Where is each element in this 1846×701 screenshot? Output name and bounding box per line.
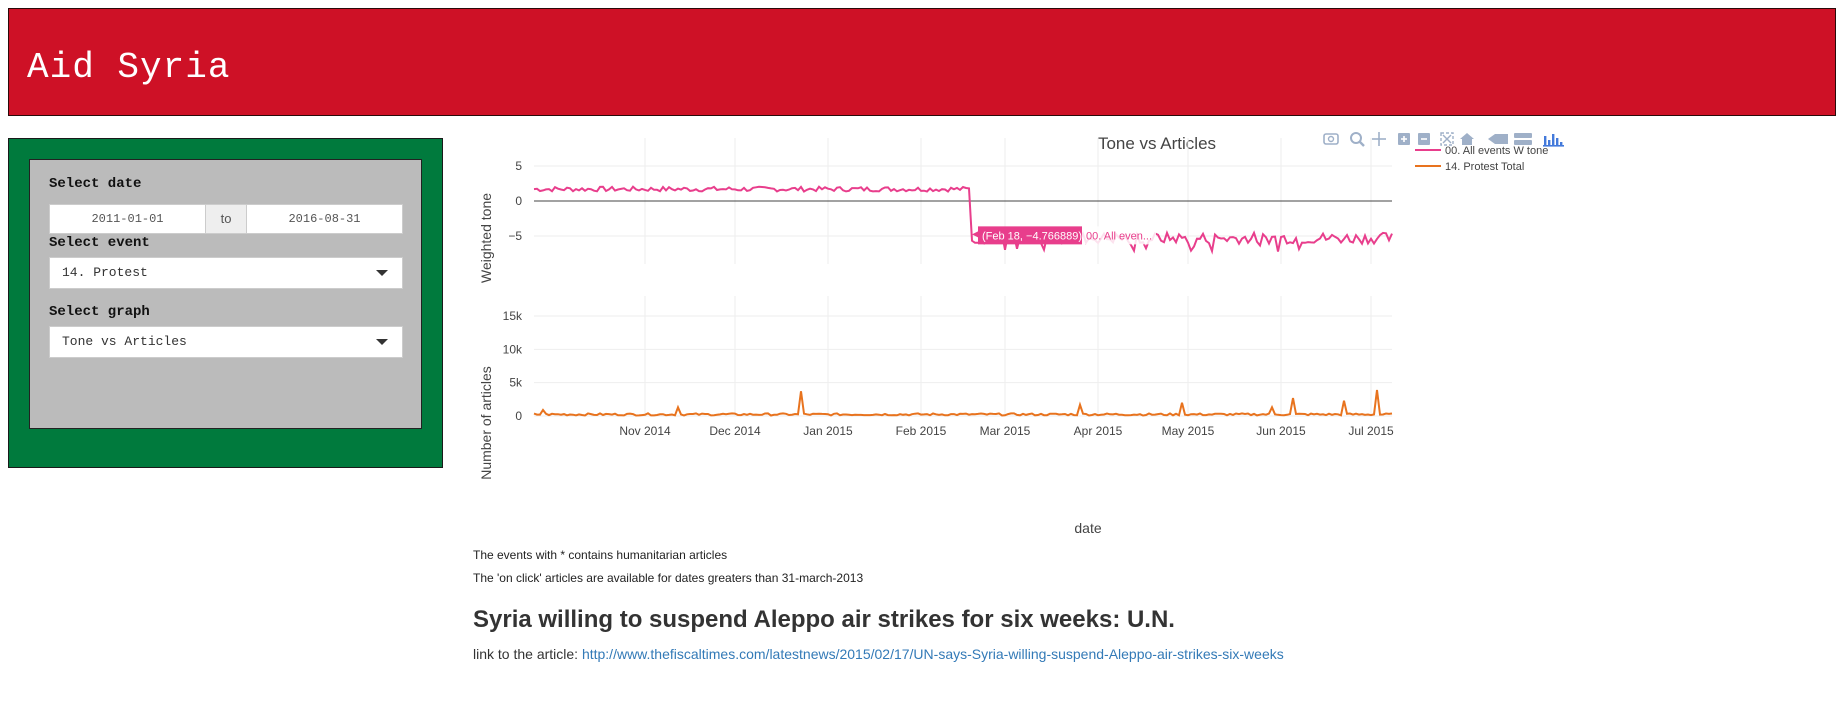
date-range-separator: to	[206, 204, 246, 234]
legend-entry[interactable]: 14. Protest Total	[1445, 161, 1524, 173]
date-from-input[interactable]: 2011-01-01	[49, 204, 206, 234]
tone-vs-articles-chart: Tone vs Articles Nov 2014 Dec 2014 Jan 201…	[478, 132, 1564, 536]
x-tick-label: Apr 2015	[1074, 424, 1123, 438]
x-tick-label: Jul 2015	[1348, 424, 1394, 438]
graph-select[interactable]: Tone vs Articles	[49, 326, 403, 358]
pan-icon[interactable]	[1372, 132, 1386, 146]
modebar	[1323, 132, 1564, 147]
y-tick-label: 0	[515, 194, 522, 208]
app-header: Aid Syria	[8, 8, 1836, 116]
y-axis-label-tone: Weighted tone	[478, 193, 494, 283]
event-label: Select event	[49, 235, 150, 251]
y-axis-label-articles: Number of articles	[478, 366, 494, 480]
chart-title: Tone vs Articles	[1098, 134, 1216, 153]
note-humanitarian: The events with * contains humanitarian …	[473, 548, 728, 562]
x-tick-label: Jun 2015	[1256, 424, 1306, 438]
hover-name-box	[1082, 226, 1156, 245]
app-title: Aid Syria	[27, 47, 231, 88]
date-to-input[interactable]: 2016-08-31	[246, 204, 403, 234]
y-tick-label: 10k	[503, 342, 523, 356]
y-tick-label: −5	[508, 229, 522, 243]
x-tick-label: Dec 2014	[709, 424, 761, 438]
x-tick-label: Nov 2014	[619, 424, 671, 438]
series-line-all-events-tone[interactable]	[533, 185, 1393, 255]
y-tick-label: 15k	[503, 309, 523, 323]
legend-entry[interactable]: 00. All events W tone	[1445, 145, 1548, 157]
y-tick-label: 5	[515, 159, 522, 173]
event-select[interactable]: 14. Protest	[49, 257, 403, 289]
date-range-picker: 2011-01-01 to 2016-08-31	[49, 204, 403, 234]
series-line-protest-total[interactable]	[533, 389, 1393, 417]
hover-value: (Feb 18, −4.766889)	[982, 230, 1082, 242]
legend: 00. All events W tone 14. Protest Total	[1415, 145, 1548, 173]
article-link-line: link to the article: http://www.thefisca…	[473, 646, 1284, 662]
sidebar: Select date 2011-01-01 to 2016-08-31 Sel…	[8, 138, 443, 468]
reset-axes-icon[interactable]	[1460, 133, 1474, 145]
graph-select-value: Tone vs Articles	[62, 334, 187, 349]
hover-pointer	[972, 231, 978, 238]
article-headline: Syria willing to suspend Aleppo air stri…	[473, 606, 1175, 633]
article-link-prefix: link to the article:	[473, 646, 582, 662]
controls-panel: Select date 2011-01-01 to 2016-08-31 Sel…	[29, 159, 422, 429]
date-label: Select date	[49, 176, 142, 192]
autoscale-icon[interactable]	[1440, 132, 1454, 146]
hover-box	[978, 226, 1082, 245]
note-on-click: The 'on click' articles are available fo…	[473, 571, 864, 585]
hover-series-name: 00. All even...	[1086, 230, 1152, 242]
x-tick-label: May 2015	[1162, 424, 1215, 438]
event-select-value: 14. Protest	[62, 265, 148, 280]
y-tick-label: 5k	[509, 376, 523, 390]
zoom-out-icon[interactable]	[1418, 133, 1430, 145]
graph-label: Select graph	[49, 304, 150, 320]
zoom-in-icon[interactable]	[1398, 133, 1410, 145]
article-link[interactable]: http://www.thefiscaltimes.com/latestnews…	[581, 646, 1284, 662]
x-axis-label: date	[1074, 520, 1101, 536]
x-tick-label: Mar 2015	[980, 424, 1031, 438]
spike-lines-icon[interactable]	[1488, 134, 1508, 144]
compare-hover-icon[interactable]	[1514, 133, 1532, 145]
y-tick-label: 0	[515, 409, 522, 423]
plotly-logo-icon[interactable]	[1543, 134, 1564, 147]
chevron-down-icon	[376, 339, 388, 345]
camera-icon[interactable]	[1323, 133, 1339, 145]
zoom-icon[interactable]	[1350, 132, 1365, 147]
chevron-down-icon	[376, 270, 388, 276]
x-tick-label: Feb 2015	[896, 424, 947, 438]
x-tick-label: Jan 2015	[803, 424, 853, 438]
hover-tooltip: (Feb 18, −4.766889) 00. All even...	[972, 226, 1156, 245]
